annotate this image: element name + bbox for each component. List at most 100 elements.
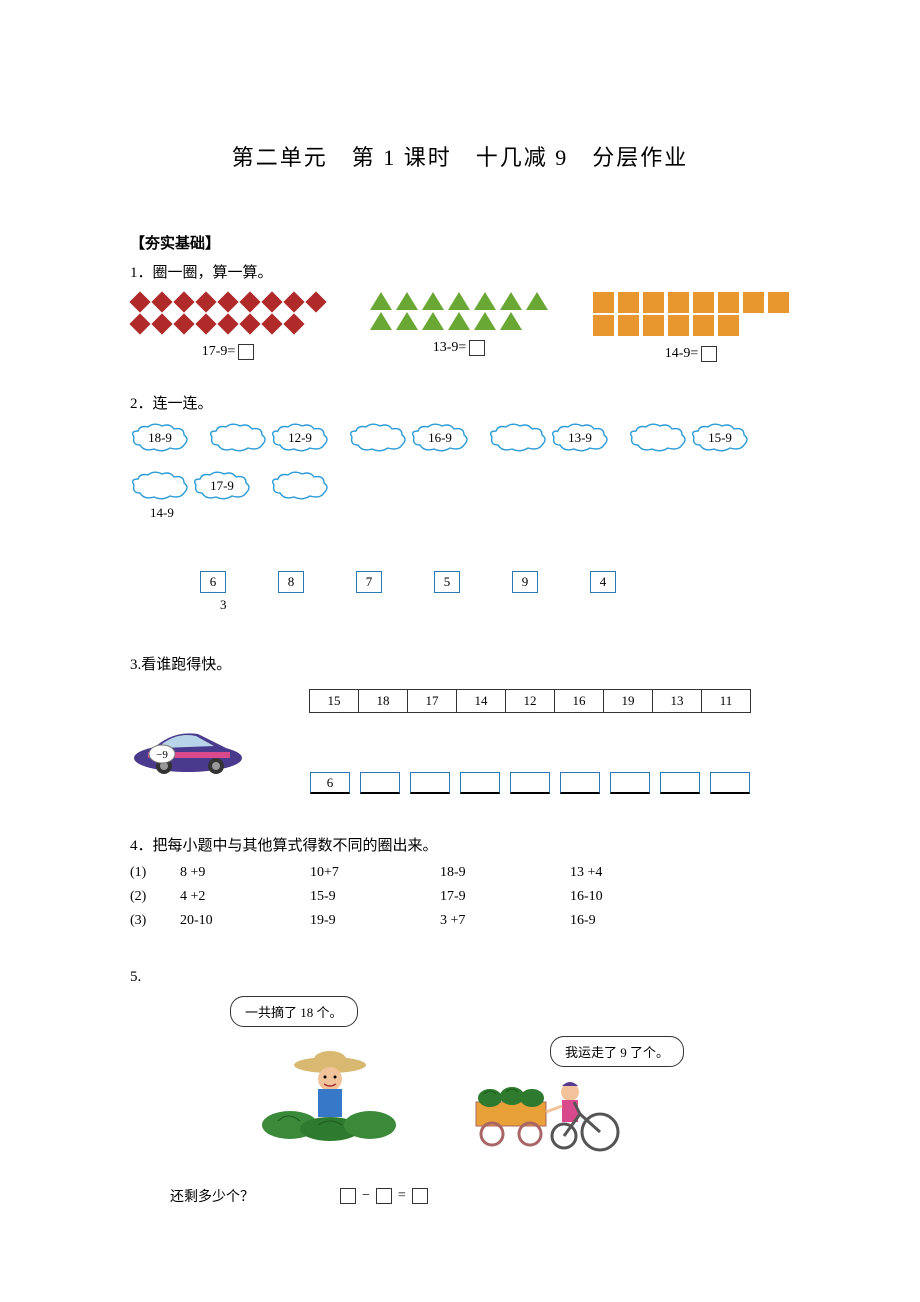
number-box: 9 [512,571,538,593]
diamond-icon [173,313,194,334]
equals-sign: = [398,1188,406,1204]
answer-cell[interactable] [510,772,550,794]
answer-cell[interactable] [610,772,650,794]
cloud-item: 16-9 [410,423,470,453]
answer-cell[interactable] [710,772,750,794]
triangle-icon [370,312,392,330]
cloud-empty [130,471,174,501]
equation-label: 17-9= [202,344,255,360]
q1-shapes-row: 17-9=13-9=14-9= [130,292,790,362]
q5-bubble2: 我运走了 9 了个。 [550,1036,684,1067]
expression: 15-9 [310,889,440,905]
square-icon [643,292,664,313]
expression: 13 +4 [570,865,700,881]
number-box: 7 [356,571,382,593]
triangle-icon [396,292,418,310]
answer-box[interactable] [412,1188,428,1204]
answer-box[interactable] [340,1188,356,1204]
answer-cell[interactable] [460,772,500,794]
triangle-icon [422,292,444,310]
triangle-icon [422,312,444,330]
q4-prompt: 4．把每小题中与其他算式得数不同的圈出来。 [130,834,790,855]
q3-bottom-row: 6 [310,772,750,794]
diamond-icon [129,313,150,334]
answer-cell[interactable] [360,772,400,794]
diamond-icon [283,313,304,334]
square-icon [768,292,789,313]
diamond-icon [239,291,260,312]
diamond-icon [261,291,282,312]
diamond-icon [305,291,326,312]
square-icon [618,315,639,336]
table-cell: 19 [603,689,653,713]
number-box: 4 [590,571,616,593]
equation-label: 14-9= [665,346,718,362]
q1-prompt: 1．圈一圈，算一算。 [130,261,790,282]
q2-prompt: 2．连一连。 [130,392,790,413]
car-badge-text: −9 [156,749,168,761]
triangle-icon [474,312,496,330]
diamond-icon [195,313,216,334]
answer-cell[interactable]: 6 [310,772,350,794]
cloud-empty [628,423,672,453]
diamond-icon [129,291,150,312]
square-icon [718,315,739,336]
diamond-icon [283,291,304,312]
diamond-icon [195,291,216,312]
diamond-icon [217,291,238,312]
table-cell: 13 [652,689,702,713]
triangle-icon [448,312,470,330]
q2-clouds: 18-912-916-913-915-917-9 [130,423,790,501]
triangle-icon [526,292,548,310]
number-box: 6 [200,571,226,593]
answer-box[interactable] [469,340,485,356]
answer-cell[interactable] [410,772,450,794]
cloud-item: 17-9 [192,471,252,501]
cloud-empty [488,423,532,453]
answer-box[interactable] [701,346,717,362]
cloud-empty [270,471,314,501]
diamond-icon [239,313,260,334]
diamond-icon [173,291,194,312]
number-box: 5 [434,571,460,593]
answer-box[interactable] [238,344,254,360]
triangle-icon [448,292,470,310]
expression: 20-10 [180,913,310,929]
cloud-item: 13-9 [550,423,610,453]
square-icon [668,292,689,313]
cloud-empty [348,423,392,453]
table-cell: 12 [505,689,555,713]
triangle-icon [500,312,522,330]
answer-cell[interactable] [660,772,700,794]
q3-top-row: 151817141216191311 [310,689,751,713]
square-icon [643,315,664,336]
cloud-empty [208,423,252,453]
q1-group: 17-9= [130,292,326,362]
q4-table: (1)8 +910+718-913 +4(2)4 +215-917-916-10… [130,865,790,929]
q5-bubble1: 一共摘了 18 个。 [230,996,358,1027]
table-cell: 16 [554,689,604,713]
page-title: 第二单元 第 1 课时 十几减 9 分层作业 [130,140,790,172]
farmer-illustration [260,1051,410,1146]
answer-box[interactable] [376,1188,392,1204]
q2-extra-cloud: 14-9 [150,505,790,521]
table-cell: 11 [701,689,751,713]
square-icon [693,315,714,336]
table-cell: 15 [309,689,359,713]
answer-cell[interactable] [560,772,600,794]
cloud-item: 15-9 [690,423,750,453]
table-cell: 18 [358,689,408,713]
expression: 17-9 [440,889,570,905]
cart-illustration [470,1076,650,1161]
expression: 10+7 [310,865,440,881]
q5-prompt: 5. [130,969,790,986]
q5-answer-line: 还剩多少个？ − = [170,1186,790,1206]
triangle-icon [370,292,392,310]
q5-question: 还剩多少个？ [170,1186,254,1206]
q3-prompt: 3.看谁跑得快。 [130,653,790,674]
diamond-icon [151,291,172,312]
expression: 18-9 [440,865,570,881]
square-icon [593,292,614,313]
q4-row: (3)20-1019-93 +716-9 [130,913,790,929]
diamond-icon [261,313,282,334]
